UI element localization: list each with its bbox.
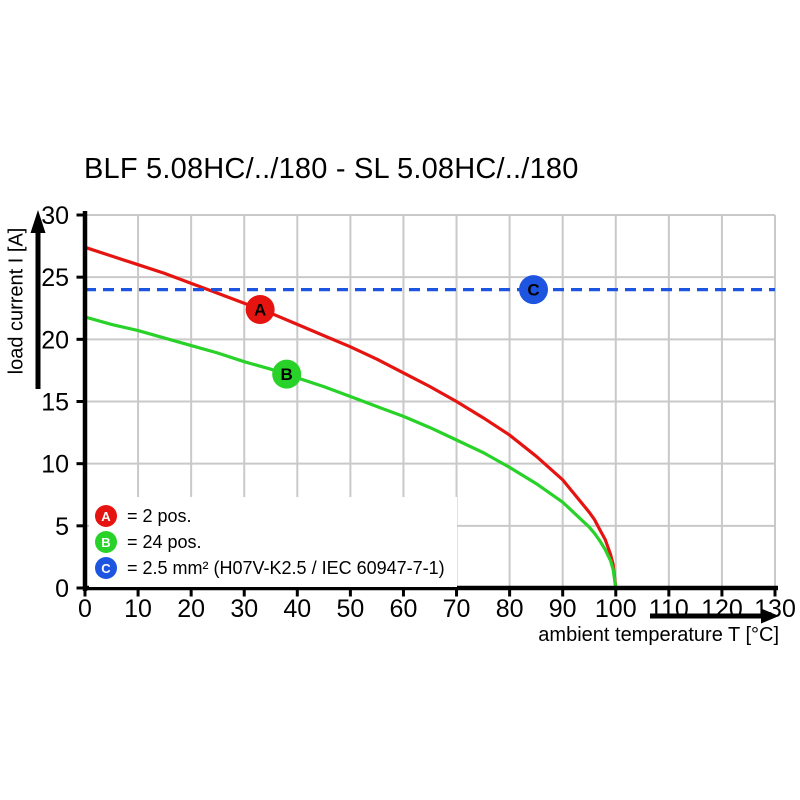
legend-label-b: = 24 pos. xyxy=(127,531,202,552)
x-tick-label-40: 40 xyxy=(283,595,311,623)
x-tick-label-130: 130 xyxy=(754,595,796,623)
x-tick-label-70: 70 xyxy=(443,595,471,623)
legend-item-c: C = 2.5 mm² (H07V-K2.5 / IEC 60947-7-1) xyxy=(95,557,445,579)
series-layer xyxy=(84,245,775,589)
curve-marker-A: A xyxy=(245,294,275,324)
legend-label-a: = 2 pos. xyxy=(127,505,192,526)
curve-marker-letter-A: A xyxy=(254,300,266,319)
curve-marker-letter-C: C xyxy=(527,281,539,300)
legend-bullet-a-icon: A xyxy=(95,505,117,527)
x-tick-label-100: 100 xyxy=(595,595,637,623)
tick-layer: 0 10 20 30 40 50 60 70 80 90 100 110 120 130 0 5 10 15 20 2… xyxy=(41,202,796,623)
x-axis-label: ambient temperature T [°C] xyxy=(538,624,779,646)
x-tick-label-30: 30 xyxy=(230,595,258,623)
x-tick-label-0: 0 xyxy=(78,595,92,623)
curve-marker-letter-B: B xyxy=(281,365,293,384)
x-tick-label-10: 10 xyxy=(124,595,152,623)
curve-A xyxy=(84,245,618,589)
x-tick-label-80: 80 xyxy=(496,595,524,623)
y-axis-arrow-icon xyxy=(30,210,46,389)
x-tick-label-90: 90 xyxy=(549,595,577,623)
legend-bullet-c-icon: C xyxy=(95,557,117,579)
y-tick-label-0: 0 xyxy=(55,575,69,603)
curve-marker-circle-C xyxy=(519,275,548,305)
curve-marker-circle-B xyxy=(272,359,302,389)
curve-marker-C: C xyxy=(519,275,548,305)
x-axis-arrow-icon xyxy=(650,608,779,624)
x-tick-label-50: 50 xyxy=(336,595,364,623)
x-tick-label-120: 120 xyxy=(701,595,743,623)
x-tick-label-110: 110 xyxy=(649,595,689,623)
y-tick-label-15: 15 xyxy=(41,389,69,417)
page-title: BLF 5.08HC/../180 - SL 5.08HC/../180 xyxy=(84,153,579,185)
legend-item-a: A = 2 pos. xyxy=(95,505,445,527)
legend-label-c: = 2.5 mm² (H07V-K2.5 / IEC 60947-7-1) xyxy=(127,557,445,578)
x-tick-label-60: 60 xyxy=(390,595,418,623)
y-tick-label-5: 5 xyxy=(55,513,69,541)
curve-marker-B: B xyxy=(272,359,302,389)
curve-marker-layer: A B C xyxy=(245,275,548,389)
y-tick-label-20: 20 xyxy=(41,326,69,354)
y-tick-label-30: 30 xyxy=(41,202,69,230)
legend-bullet-b-icon: B xyxy=(95,531,117,553)
y-axis-label: load current I [A] xyxy=(5,227,28,375)
x-tick-label-20: 20 xyxy=(177,595,205,623)
legend-item-b: B = 24 pos. xyxy=(95,531,445,553)
y-tick-label-10: 10 xyxy=(41,451,69,479)
y-tick-label-25: 25 xyxy=(41,264,69,292)
legend: A = 2 pos. B = 24 pos. C = 2.5 mm² (H07V… xyxy=(89,497,457,587)
curve-B xyxy=(84,315,618,589)
curve-marker-circle-A xyxy=(245,294,275,324)
